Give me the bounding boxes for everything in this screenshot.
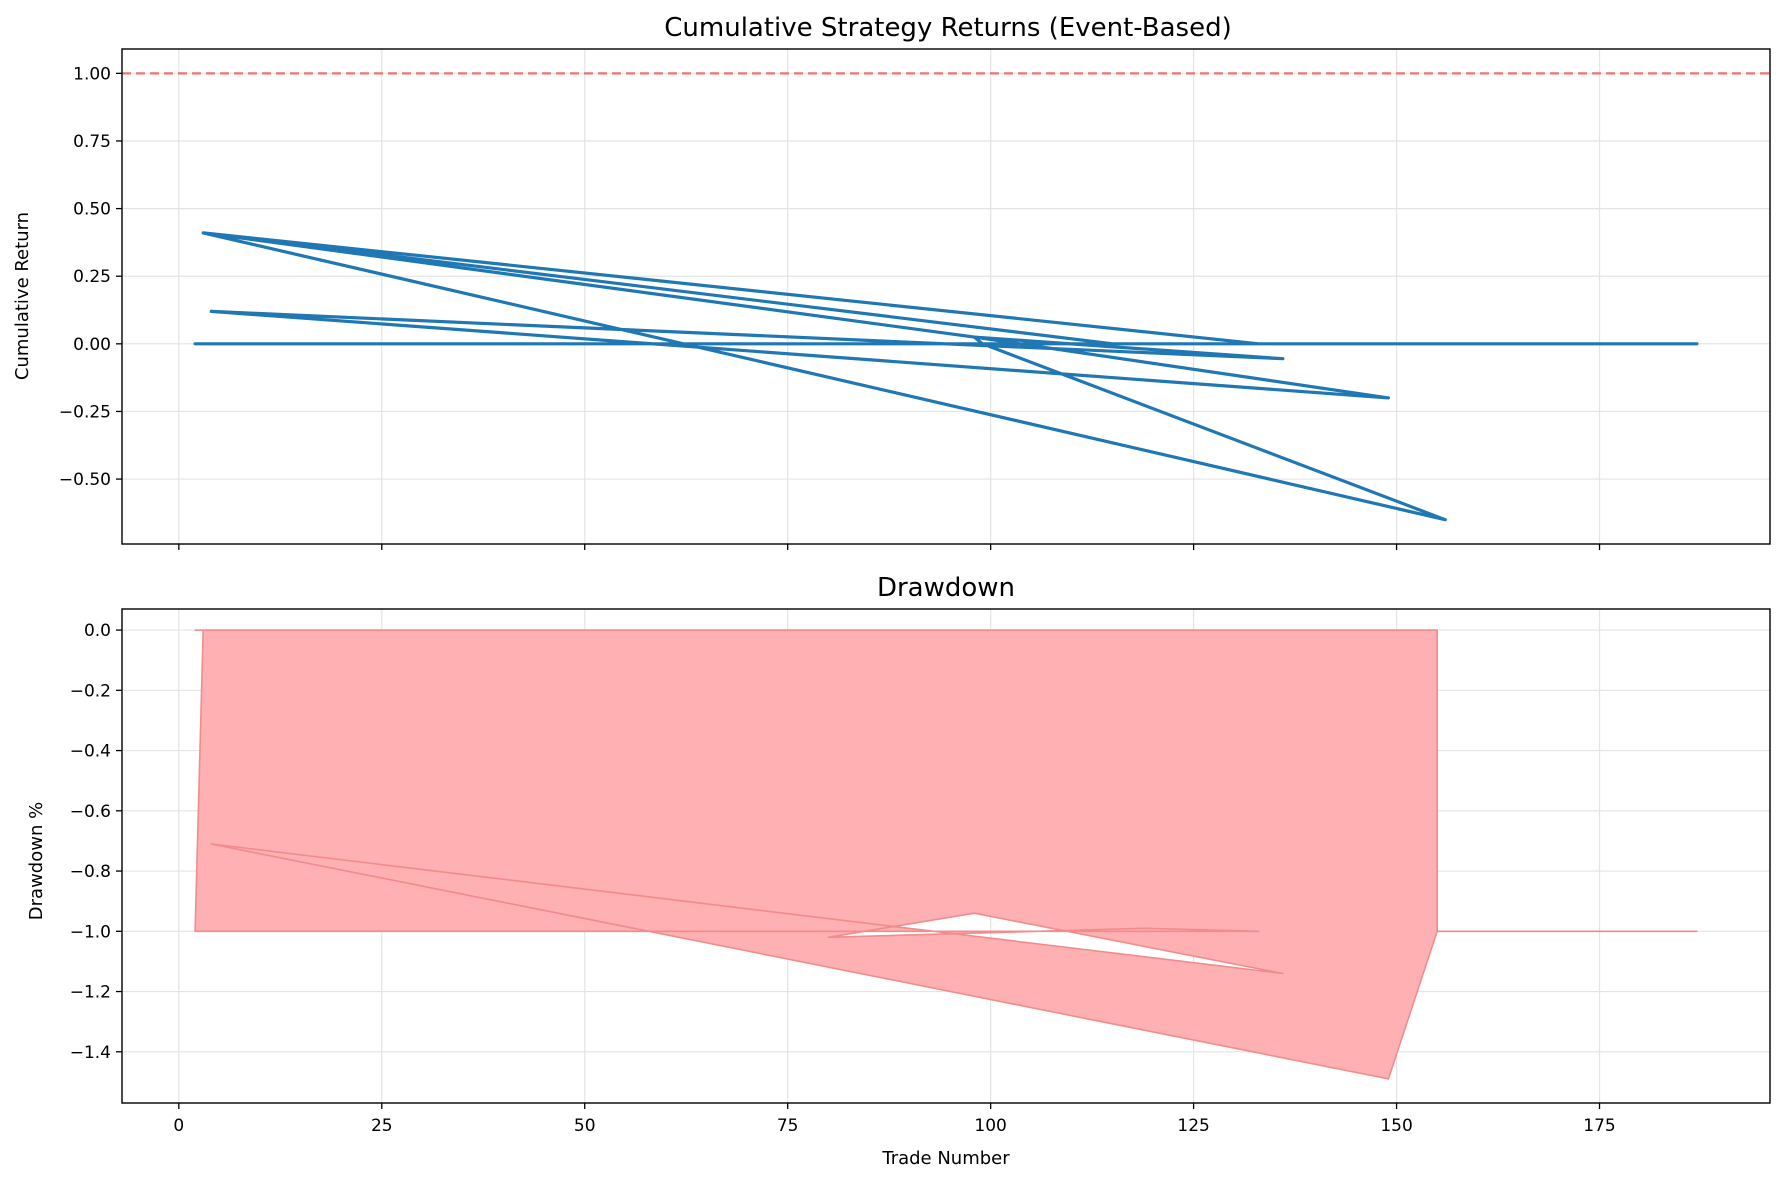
y-tick-label: −1.2 <box>70 983 111 1003</box>
y-tick-label: −1.0 <box>70 922 111 942</box>
y-tick-label: 0.0 <box>84 621 111 641</box>
drawdown-title: Drawdown <box>877 573 1015 603</box>
y-tick-label: −0.25 <box>59 402 111 422</box>
drawdown-ticks: 0 25 50 75 100 125 150 175 −1.4 −1.2 −1.0 −0.8 −0.6 −… <box>70 621 1616 1136</box>
x-tick-label: 100 <box>974 1116 1006 1136</box>
returns-axes-frame <box>121 48 1771 545</box>
cumulative-return-line <box>193 231 1699 522</box>
drawdown-y-axis-label: Drawdown % <box>26 802 47 920</box>
returns-plot-area <box>122 72 1770 522</box>
y-tick-label: −0.8 <box>70 862 111 882</box>
y-tick-label: −0.2 <box>70 681 111 701</box>
y-tick-label: 0.75 <box>73 132 111 152</box>
x-tick-label: 75 <box>777 1116 799 1136</box>
x-tick-label: 0 <box>173 1116 184 1136</box>
y-tick-label: −0.4 <box>70 742 111 762</box>
y-tick-label: 0.50 <box>73 200 111 220</box>
x-tick-label: 50 <box>574 1116 596 1136</box>
returns-y-axis-label: Cumulative Return <box>12 212 33 380</box>
y-tick-label: −0.50 <box>59 470 111 490</box>
drawdown-axes-frame <box>121 608 1771 1104</box>
y-tick-label: −0.6 <box>70 802 111 822</box>
returns-title: Cumulative Strategy Returns (Event-Based… <box>664 13 1231 43</box>
y-tick-label: −1.4 <box>70 1043 111 1063</box>
y-tick-label: 0.25 <box>73 267 111 287</box>
drawdown-panel: Drawdown Drawdown % Trade Number 0 25 50 75… <box>26 573 1771 1169</box>
returns-panel: Cumulative Strategy Returns (Event-Based… <box>12 13 1771 550</box>
drawdown-x-axis-label: Trade Number <box>881 1148 1010 1169</box>
drawdown-plot-area <box>194 629 1698 1080</box>
y-tick-label: 1.00 <box>73 64 111 84</box>
x-tick-label: 125 <box>1177 1116 1209 1136</box>
y-tick-label: 0.00 <box>73 335 111 355</box>
x-tick-label: 25 <box>371 1116 393 1136</box>
drawdown-area <box>194 629 1698 1080</box>
x-tick-label: 150 <box>1380 1116 1412 1136</box>
returns-ticks: −0.50 −0.25 0.00 0.25 0.50 0.75 1.00 <box>59 64 1601 550</box>
x-tick-label: 175 <box>1583 1116 1615 1136</box>
